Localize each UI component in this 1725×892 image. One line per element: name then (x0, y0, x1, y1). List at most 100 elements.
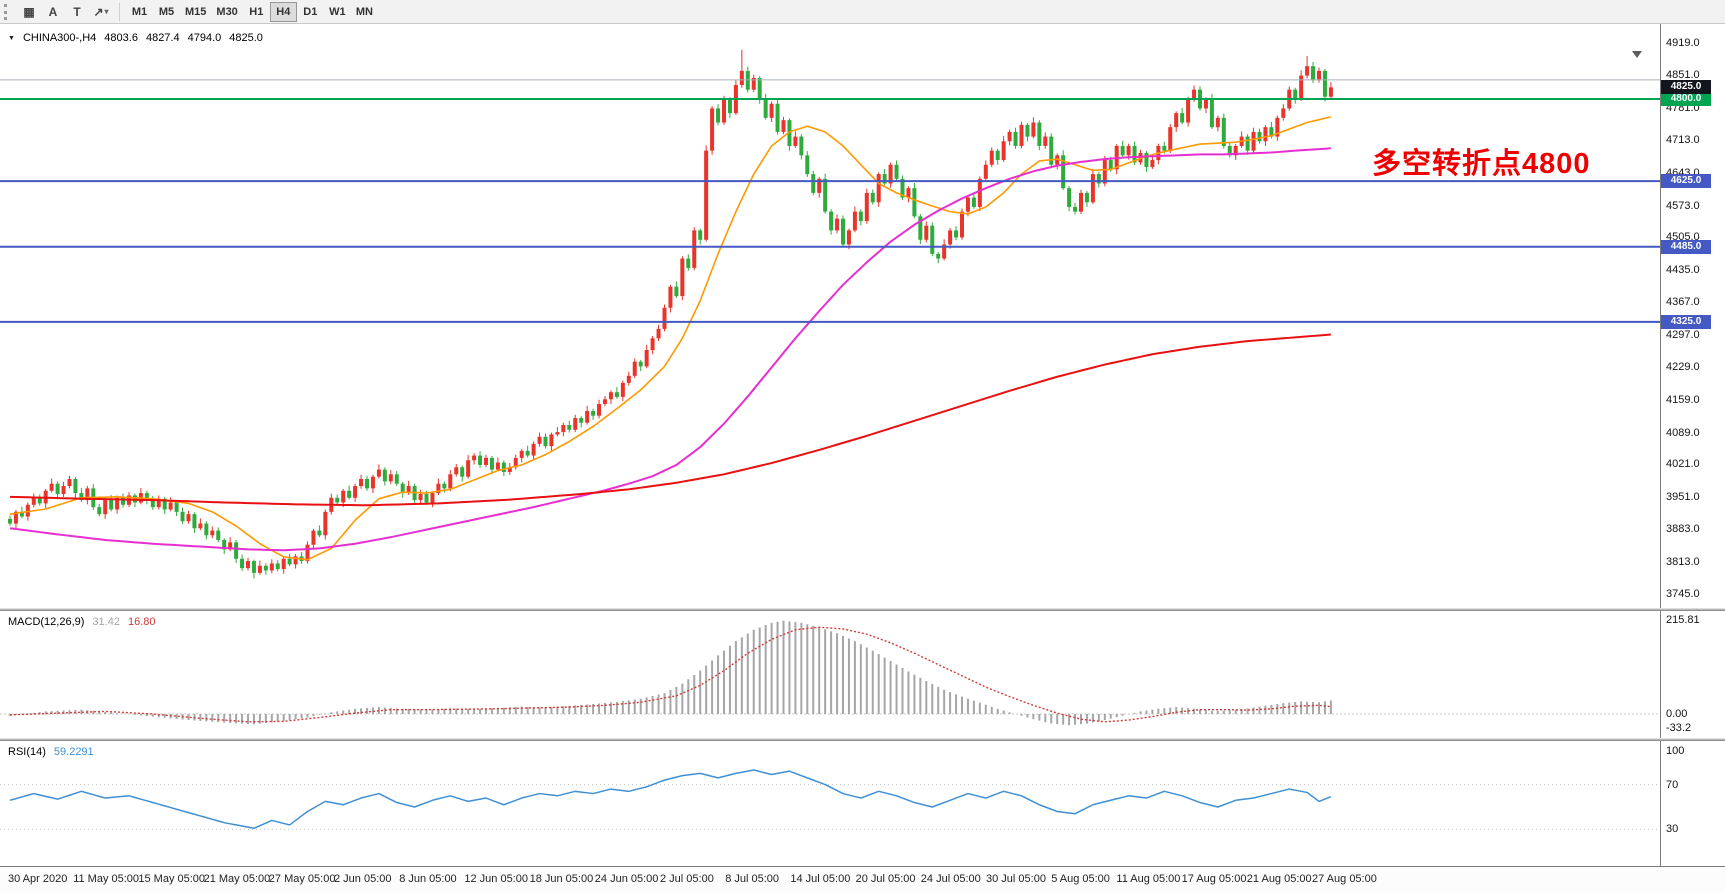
candle-body (61, 486, 66, 495)
candle-body (722, 99, 726, 123)
text-label-button[interactable]: T (65, 2, 89, 22)
price-axis-label: 4297.0 (1666, 329, 1700, 341)
candle-body (341, 490, 346, 503)
candle-body (900, 178, 905, 198)
candle-body (293, 556, 298, 565)
candle-body (704, 150, 709, 240)
candle-body (1221, 117, 1226, 146)
time-axis-label: 5 Aug 05:00 (1051, 873, 1110, 885)
panel-splitter[interactable] (0, 608, 1725, 611)
grid-button[interactable]: ▦ (17, 2, 41, 22)
timeframe-button-h4[interactable]: H4 (269, 1, 297, 22)
candle-body (1079, 192, 1083, 212)
candle-body (769, 103, 774, 118)
candlestick-chart[interactable] (0, 24, 1660, 608)
candle-body (1192, 89, 1197, 100)
timeframe-button-m5[interactable]: M5 (153, 2, 180, 22)
candle-body (579, 418, 584, 423)
rsi-chart[interactable] (0, 741, 1660, 866)
candle-body (1007, 131, 1012, 142)
candle-body (424, 494, 429, 503)
macd-chart[interactable] (0, 611, 1660, 738)
arrow-tool-button[interactable]: ↗ ▾ (89, 2, 113, 22)
price-axis-label: 4021.0 (1666, 458, 1700, 471)
candle-body (1281, 108, 1286, 118)
price-axis[interactable]: 4919.0 4851.0 4781.0 4713.0 4643.0 4573.0 4505… (1660, 24, 1725, 608)
candle-body (382, 469, 387, 482)
candle-body (1299, 75, 1304, 100)
candle-body (751, 77, 756, 90)
price-level-tag: 4800.0 (1661, 92, 1711, 107)
candle-body (31, 497, 36, 505)
time-axis[interactable]: 30 Apr 2020 11 May 05:00 15 May 05:00 21 Ma… (0, 866, 1725, 892)
timeframe-button-m30[interactable]: M30 (211, 2, 242, 22)
candle-body (501, 462, 506, 472)
candle-body (460, 467, 465, 477)
candle-body (1245, 136, 1250, 151)
candle-body (1073, 206, 1078, 212)
candle-body (1037, 122, 1042, 146)
time-axis-label: 20 Jul 05:00 (855, 873, 916, 885)
candle-body (1293, 89, 1298, 100)
candle-body (1049, 136, 1054, 165)
candle-body (442, 483, 447, 489)
timeframe-button-mn[interactable]: MN (351, 2, 378, 22)
time-axis-label: 8 Jul 05:00 (725, 873, 780, 885)
macd-axis[interactable]: 215.81 0.00 -33.2 (1660, 611, 1725, 738)
candle-body (156, 498, 161, 508)
candle-body (1126, 145, 1131, 156)
panel-splitter[interactable] (0, 738, 1725, 741)
candle-body (686, 258, 691, 268)
timeframe-button-w1[interactable]: W1 (324, 2, 351, 22)
candle-body (287, 558, 292, 565)
candle-body (263, 565, 268, 571)
grid-icon: ▦ (23, 4, 35, 19)
text-a-button[interactable]: A (41, 2, 65, 22)
price-axis-label: 3813.0 (1666, 556, 1700, 569)
mid-ma-line (9, 147, 1331, 552)
candle-body (430, 493, 435, 503)
candle-body (1043, 136, 1048, 146)
candle-body (930, 225, 935, 254)
timeframe-button-d1[interactable]: D1 (297, 2, 324, 22)
ohlc-open: 4803.6 (104, 32, 138, 44)
candle-body (472, 455, 477, 461)
timeframe-button-m15[interactable]: M15 (180, 2, 211, 22)
candle-body (1180, 113, 1185, 123)
candle-body (864, 192, 869, 222)
candle-body (644, 350, 649, 367)
candle-body (1257, 131, 1262, 142)
symbol-dropdown-icon[interactable]: ▼ (8, 34, 15, 42)
candle-body (781, 120, 786, 132)
rsi-axis[interactable]: 100 70 30 (1660, 741, 1725, 866)
candle-body (1203, 99, 1208, 109)
candle-body (1328, 87, 1333, 97)
candle-body (204, 523, 209, 536)
macd-axis-label: 0.00 (1666, 708, 1688, 720)
candle-body (103, 500, 108, 515)
candle-body (948, 230, 953, 245)
candle-body (823, 178, 828, 212)
chart-annotation[interactable]: 多空转折点4800 (1372, 148, 1591, 180)
candle-body (478, 455, 483, 465)
rsi-axis-label: 30 (1666, 823, 1679, 836)
candle-body (1215, 117, 1220, 128)
macd-value-main: 31.42 (92, 616, 120, 628)
candle-body (281, 558, 286, 570)
candle-body (525, 450, 530, 456)
candle-body (97, 507, 102, 515)
timeframe-button-h1[interactable]: H1 (243, 2, 270, 22)
candle-body (555, 432, 560, 435)
toolbar-grip[interactable] (4, 3, 12, 20)
timeframe-toolbar: M1 M5 M15 M30 H1 H4 D1 W1 MN (126, 1, 378, 22)
candle-body (841, 218, 845, 245)
candle-body (858, 211, 863, 222)
price-axis-label: 3883.0 (1666, 523, 1700, 536)
candle-body (513, 457, 518, 468)
candle-body (537, 436, 542, 444)
candle-body (216, 530, 221, 540)
rsi-value: 59.2291 (53, 746, 94, 758)
rsi-line (9, 769, 1332, 830)
timeframe-button-m1[interactable]: M1 (126, 2, 153, 22)
candle-body (662, 307, 667, 329)
